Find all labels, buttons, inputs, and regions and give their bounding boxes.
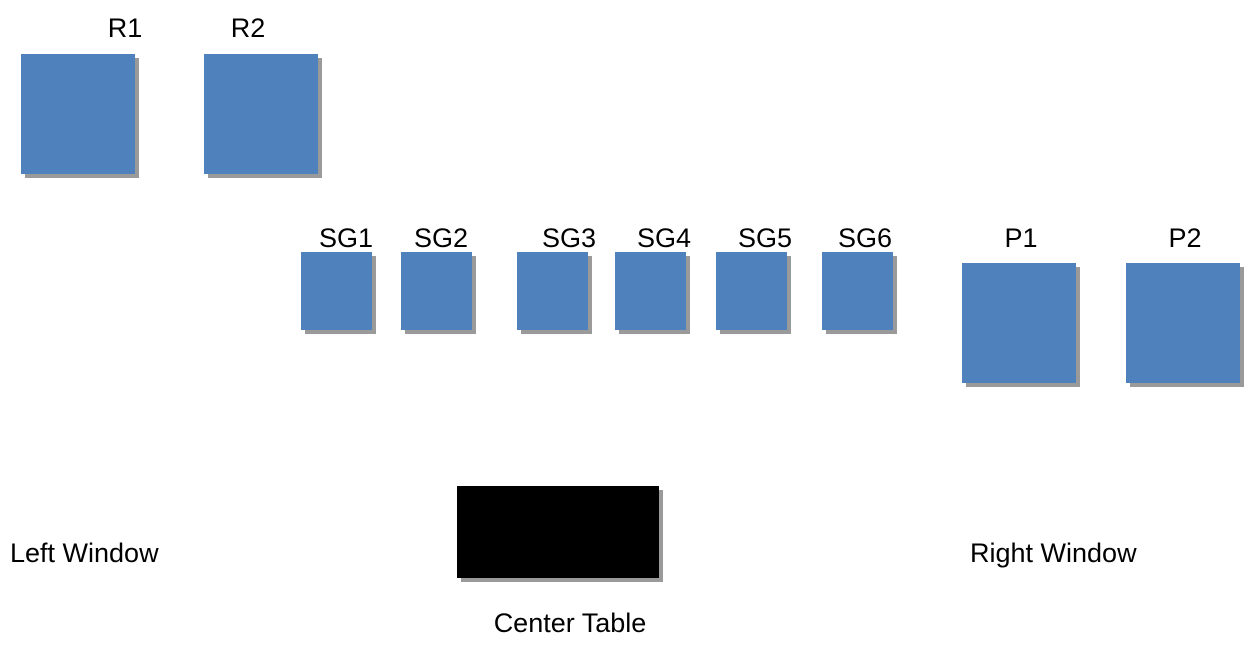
seat-r2 bbox=[204, 54, 318, 174]
left-window-label: Left Window bbox=[10, 538, 159, 568]
seat-label-sg5: SG5 bbox=[737, 223, 793, 253]
center-table-label: Center Table bbox=[493, 608, 647, 638]
seat-sg4 bbox=[615, 252, 686, 330]
seat-p2 bbox=[1126, 263, 1240, 383]
center-table bbox=[457, 486, 659, 578]
seat-sg5 bbox=[716, 252, 787, 330]
seat-label-p1: P1 bbox=[1004, 223, 1038, 253]
seat-r1 bbox=[21, 54, 135, 174]
seat-sg3 bbox=[517, 252, 588, 330]
seat-label-r2: R2 bbox=[230, 13, 266, 43]
seat-label-sg3: SG3 bbox=[541, 223, 597, 253]
seat-sg6 bbox=[822, 252, 893, 330]
seat-label-sg4: SG4 bbox=[636, 223, 692, 253]
seat-label-sg2: SG2 bbox=[413, 223, 469, 253]
seat-sg2 bbox=[401, 252, 472, 330]
seat-sg1 bbox=[301, 252, 372, 330]
seat-label-sg1: SG1 bbox=[318, 223, 374, 253]
seat-label-p2: P2 bbox=[1168, 223, 1202, 253]
seat-p1 bbox=[962, 263, 1076, 383]
right-window-label: Right Window bbox=[970, 538, 1137, 568]
seat-label-sg6: SG6 bbox=[837, 223, 893, 253]
seat-label-r1: R1 bbox=[107, 13, 143, 43]
